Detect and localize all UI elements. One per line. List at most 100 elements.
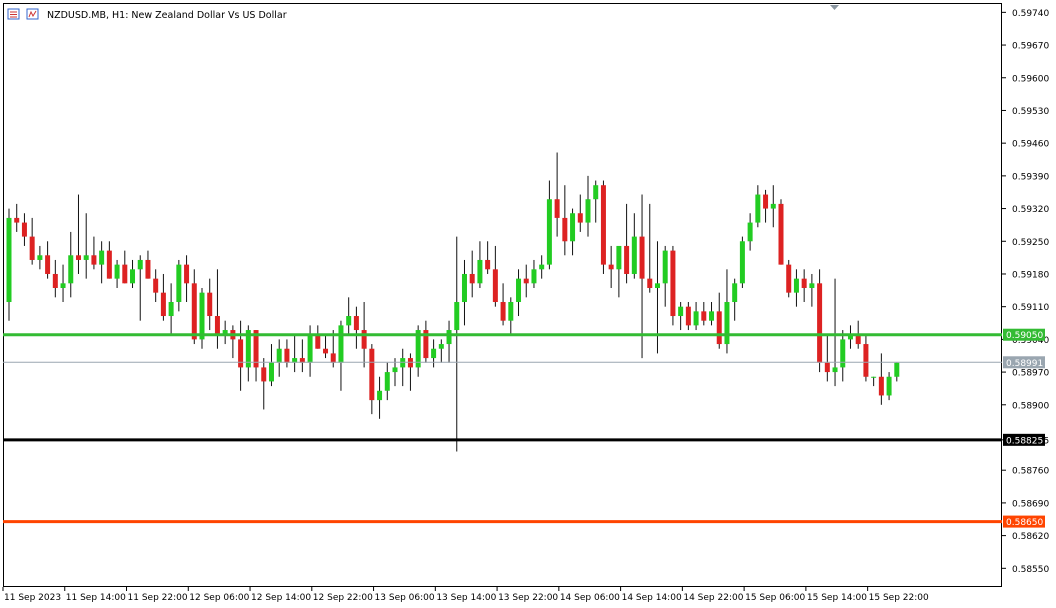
- candle-33[interactable]: [261, 358, 267, 410]
- candle-87[interactable]: [678, 302, 684, 331]
- candle-88[interactable]: [685, 302, 691, 331]
- candle-96[interactable]: [747, 213, 753, 251]
- candle-59[interactable]: [461, 259, 467, 326]
- candle-68[interactable]: [531, 259, 537, 288]
- candle-77[interactable]: [600, 180, 606, 274]
- candle-22[interactable]: [176, 259, 182, 312]
- candle-43[interactable]: [338, 320, 344, 391]
- candle-104[interactable]: [809, 273, 815, 307]
- candle-7[interactable]: [60, 264, 66, 303]
- candle-75[interactable]: [585, 175, 591, 237]
- candle-4[interactable]: [37, 245, 43, 270]
- candle-35[interactable]: [276, 339, 282, 377]
- candle-89[interactable]: [693, 302, 699, 331]
- candle-16[interactable]: [130, 259, 136, 288]
- candle-30[interactable]: [238, 320, 244, 391]
- candle-107[interactable]: [832, 278, 838, 387]
- candle-85[interactable]: [662, 245, 668, 307]
- candle-42[interactable]: [330, 330, 336, 368]
- candle-0[interactable]: [6, 208, 12, 321]
- candle-81[interactable]: [631, 213, 637, 279]
- candle-111[interactable]: [863, 334, 869, 382]
- candle-18[interactable]: [145, 250, 151, 279]
- candle-23[interactable]: [184, 255, 190, 303]
- candle-73[interactable]: [570, 208, 576, 256]
- candle-32[interactable]: [253, 330, 259, 382]
- chart-shift-marker-icon[interactable]: [830, 5, 839, 10]
- candle-79[interactable]: [616, 245, 622, 298]
- candle-10[interactable]: [83, 213, 89, 279]
- candle-82[interactable]: [639, 194, 645, 359]
- candle-17[interactable]: [137, 255, 143, 321]
- candle-48[interactable]: [377, 376, 383, 419]
- candle-103[interactable]: [801, 269, 807, 303]
- candle-45[interactable]: [353, 306, 359, 349]
- candle-24[interactable]: [191, 269, 197, 345]
- candle-11[interactable]: [91, 236, 97, 270]
- candle-95[interactable]: [739, 236, 745, 288]
- candle-60[interactable]: [469, 250, 475, 298]
- candle-19[interactable]: [153, 269, 159, 303]
- candle-80[interactable]: [624, 203, 630, 284]
- candle-100[interactable]: [778, 199, 784, 265]
- candle-41[interactable]: [323, 334, 329, 359]
- candle-9[interactable]: [75, 194, 81, 274]
- candle-72[interactable]: [562, 185, 568, 256]
- candle-37[interactable]: [292, 334, 298, 373]
- candle-112[interactable]: [871, 376, 877, 387]
- candle-58[interactable]: [454, 236, 460, 452]
- candle-21[interactable]: [168, 283, 174, 335]
- candle-86[interactable]: [670, 245, 676, 326]
- candle-98[interactable]: [763, 189, 769, 223]
- candle-94[interactable]: [732, 278, 738, 321]
- candle-70[interactable]: [546, 180, 552, 270]
- candle-106[interactable]: [824, 334, 830, 382]
- plot-area[interactable]: [3, 3, 1002, 587]
- candle-90[interactable]: [701, 302, 707, 326]
- candle-2[interactable]: [21, 213, 27, 246]
- candle-14[interactable]: [114, 259, 120, 288]
- candle-69[interactable]: [539, 255, 545, 279]
- candle-25[interactable]: [199, 287, 205, 349]
- candle-49[interactable]: [384, 362, 390, 401]
- candle-66[interactable]: [516, 269, 522, 317]
- candle-63[interactable]: [492, 245, 498, 307]
- candle-57[interactable]: [446, 320, 452, 363]
- candle-56[interactable]: [438, 339, 444, 363]
- candle-62[interactable]: [485, 241, 491, 274]
- candle-65[interactable]: [508, 297, 514, 335]
- candle-102[interactable]: [793, 269, 799, 307]
- candle-1[interactable]: [14, 203, 20, 232]
- candle-38[interactable]: [299, 339, 305, 373]
- candle-20[interactable]: [160, 273, 166, 321]
- candle-101[interactable]: [786, 259, 792, 298]
- candle-114[interactable]: [886, 372, 892, 401]
- candle-28[interactable]: [222, 320, 228, 345]
- candle-12[interactable]: [99, 241, 105, 284]
- candle-109[interactable]: [847, 325, 853, 349]
- candle-105[interactable]: [817, 269, 823, 373]
- candle-26[interactable]: [207, 278, 213, 331]
- candle-93[interactable]: [724, 269, 730, 354]
- candle-34[interactable]: [268, 344, 274, 387]
- candle-64[interactable]: [500, 283, 506, 326]
- candle-5[interactable]: [45, 241, 51, 279]
- candle-40[interactable]: [315, 325, 321, 349]
- candle-13[interactable]: [106, 241, 112, 279]
- candle-108[interactable]: [840, 330, 846, 382]
- candle-74[interactable]: [577, 194, 583, 232]
- candle-54[interactable]: [423, 320, 429, 363]
- candle-78[interactable]: [608, 245, 614, 288]
- candle-8[interactable]: [68, 231, 74, 298]
- candle-83[interactable]: [647, 203, 653, 293]
- candle-3[interactable]: [29, 217, 35, 265]
- candle-76[interactable]: [593, 180, 599, 223]
- candle-47[interactable]: [369, 344, 375, 415]
- candle-61[interactable]: [477, 241, 483, 288]
- candle-6[interactable]: [52, 259, 58, 298]
- candle-15[interactable]: [122, 250, 128, 284]
- candle-67[interactable]: [523, 264, 529, 298]
- candle-71[interactable]: [554, 152, 560, 237]
- candle-92[interactable]: [716, 292, 722, 349]
